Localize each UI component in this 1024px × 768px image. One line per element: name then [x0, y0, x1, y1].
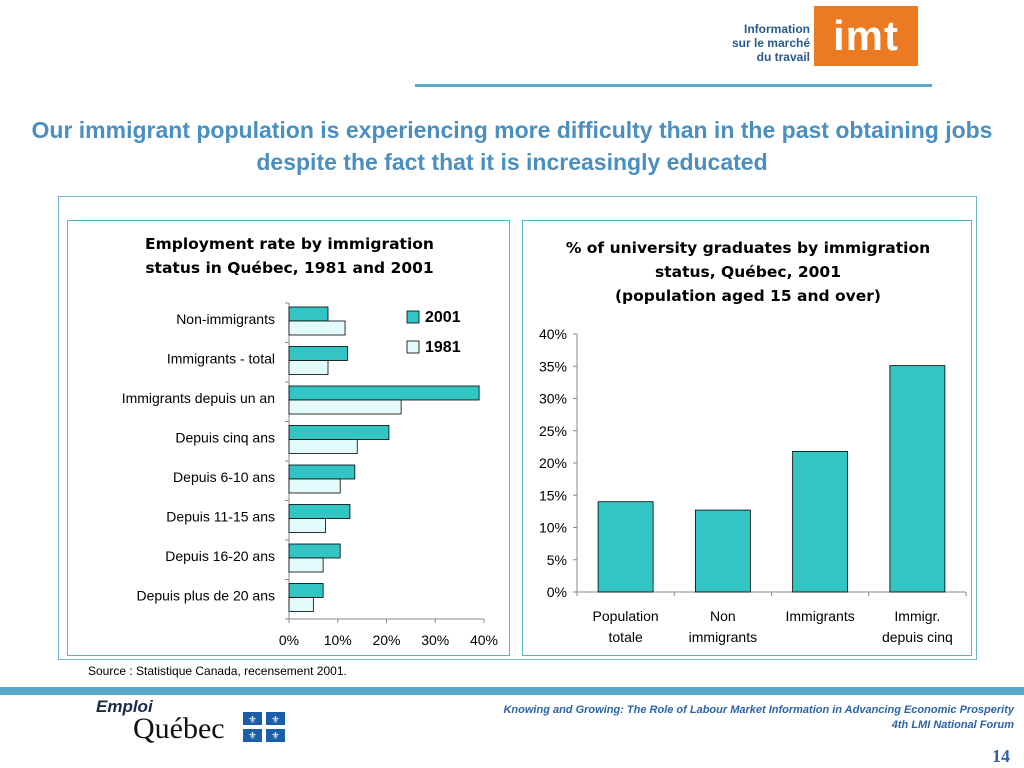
y-tick-label: 35% [539, 358, 567, 374]
svg-text:⚜: ⚜ [248, 731, 257, 742]
category-label: Immigrants [786, 608, 855, 624]
category-label: Population [593, 608, 659, 624]
employment-chart-title-line-2: status in Québec, 1981 and 2001 [145, 259, 434, 277]
y-tick-label: 25% [539, 423, 567, 439]
graduates-bar [597, 501, 654, 593]
bar-2001 [288, 543, 341, 559]
graduates-chart-svg: 0% 5% 10% 15% 20% 25% 30% 35% 40% Population total… [539, 326, 967, 655]
category-label: Depuis 6-10 ans [173, 469, 275, 485]
employment-chart-svg: Non-immigrants Immigrants - total Immigran… [122, 302, 498, 648]
imt-logo: imt [814, 6, 918, 66]
category-label: Depuis plus de 20 ans [136, 587, 275, 603]
svg-text:⚜: ⚜ [271, 715, 280, 726]
bar-2001 [288, 385, 480, 401]
graduates-bar [792, 450, 849, 593]
legend-label: 2001 [425, 309, 461, 326]
category-label: Non [710, 608, 736, 624]
page-number: 14 [992, 746, 1010, 766]
bar-2001 [288, 346, 348, 361]
footer-event-subtitle: 4th LMI National Forum [891, 719, 1014, 731]
employment-chart-title-line-1: Employment rate by immigration [145, 235, 434, 253]
bar-2001 [288, 306, 329, 322]
bar-1981 [288, 320, 346, 336]
category-label: Depuis 16-20 ans [165, 548, 275, 564]
x-tick-label: 10% [324, 632, 352, 648]
bar-2001 [288, 425, 390, 440]
legend-swatch [406, 310, 420, 324]
category-label: immigrants [689, 629, 757, 645]
quebec-flag-icon: ⚜ ⚜ ⚜ ⚜ [243, 712, 285, 742]
bar-1981 [288, 399, 402, 415]
category-label: Depuis 11-15 ans [166, 508, 275, 524]
bar-2001 [288, 464, 356, 480]
logo-text-line-1: Information [744, 22, 810, 36]
y-tick-label: 5% [547, 552, 567, 568]
employment-chart-title: Employment rate by immigration status in… [68, 232, 509, 280]
employment-rate-chart: Employment rate by immigration status in… [67, 220, 510, 656]
university-graduates-chart: % of university graduates by immigration… [522, 220, 972, 656]
legend-label: 1981 [425, 339, 461, 356]
graduates-chart-title: % of university graduates by immigration… [523, 236, 971, 308]
y-tick-label: 30% [539, 391, 567, 407]
bar-1981 [288, 360, 329, 375]
x-tick-label: 0% [279, 632, 299, 648]
bar-2001 [288, 583, 324, 598]
svg-text:⚜: ⚜ [248, 715, 257, 726]
logo-text-line-2: sur le marché [731, 36, 810, 50]
category-label: Immigrants - total [167, 350, 275, 366]
footer-bar [0, 687, 1024, 695]
graduates-chart-title-line-3: (population aged 15 and over) [614, 287, 882, 305]
emploi-quebec-logo-quebec: Québec [133, 712, 225, 745]
category-label: ans [906, 650, 929, 655]
category-label: Non-immigrants [176, 311, 275, 327]
graduates-bar [694, 509, 751, 593]
source-note: Source : Statistique Canada, recensement… [88, 664, 347, 678]
x-tick-label: 40% [470, 632, 498, 648]
bar-1981 [288, 518, 326, 533]
bar-2001 [288, 504, 351, 519]
header-divider [415, 84, 932, 87]
emploi-quebec-logo-emploi: Emploi [96, 697, 153, 716]
bar-1981 [288, 557, 324, 573]
bar-1981 [288, 478, 341, 494]
bar-1981 [288, 439, 358, 454]
x-tick-label: 20% [372, 632, 400, 648]
logo-text-line-3: du travail [756, 50, 810, 64]
graduates-chart-title-line-2: status, Québec, 2001 [655, 263, 841, 281]
category-label: Depuis cinq ans [175, 429, 275, 445]
y-tick-label: 40% [539, 326, 567, 342]
bar-1981 [288, 597, 314, 612]
y-tick-label: 10% [539, 520, 567, 536]
category-label: totale [609, 629, 643, 645]
svg-text:⚜: ⚜ [271, 731, 280, 742]
y-tick-label: 15% [539, 487, 567, 503]
content-frame [58, 196, 977, 660]
graduates-chart-title-line-1: % of university graduates by immigration [565, 239, 931, 257]
category-label: Immigrants depuis un an [122, 390, 275, 406]
legend-swatch [406, 340, 420, 354]
x-tick-label: 30% [421, 632, 449, 648]
y-tick-label: 0% [547, 584, 567, 600]
logo-text: Information sur le marché du travail [700, 22, 810, 64]
y-tick-label: 20% [539, 455, 567, 471]
category-label: Immigr. [894, 608, 940, 624]
graduates-bar [889, 365, 946, 593]
category-label: depuis cinq [882, 629, 953, 645]
footer-event-title: Knowing and Growing: The Role of Labour … [503, 704, 1014, 716]
slide-title: Our immigrant population is experiencing… [31, 117, 993, 175]
